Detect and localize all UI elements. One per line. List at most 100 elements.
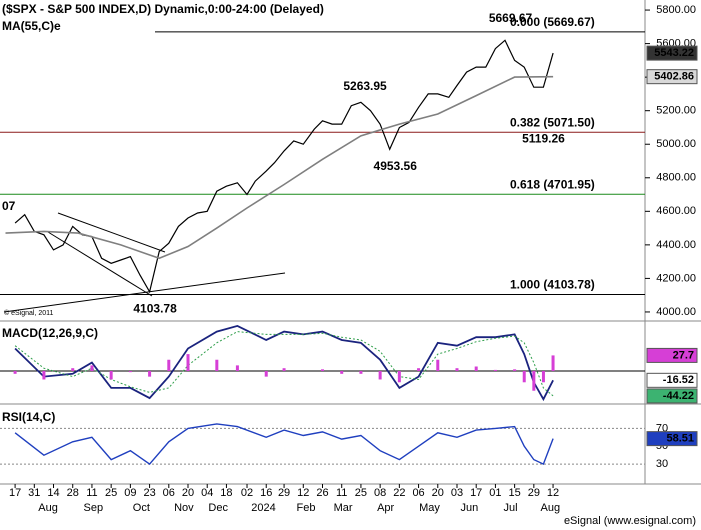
y-tick-label: 4400.00: [656, 239, 696, 251]
histogram-bar: [417, 368, 421, 372]
histogram-bar: [71, 368, 75, 372]
month-label: 2024: [251, 502, 275, 514]
x-tick-label: 17: [9, 487, 21, 499]
annotation: 5119.26: [522, 131, 565, 145]
histogram-bar: [186, 354, 190, 372]
x-tick-label: 02: [241, 487, 253, 499]
y-tick-label: 5000.00: [656, 138, 696, 150]
month-label: May: [419, 502, 440, 514]
month-label: Aug: [541, 502, 561, 514]
x-tick-label: 16: [260, 487, 272, 499]
x-tick-label: 20: [182, 487, 194, 499]
value-box-label: -44.22: [663, 390, 694, 402]
value-box: [646, 347, 698, 363]
month-label: Feb: [297, 502, 316, 514]
series-legend: MA(55,C)e: [2, 19, 61, 33]
x-tick-label: 15: [509, 487, 521, 499]
edge-label: 07: [2, 199, 16, 213]
x-tick-label: 01: [489, 487, 501, 499]
value-box-label: 5402.86: [654, 71, 694, 83]
value-box-label: -16.52: [663, 374, 694, 386]
histogram-bar: [109, 371, 113, 380]
x-tick-label: 04: [201, 487, 213, 499]
y-tick-label: 30: [656, 458, 668, 470]
x-tick-label: 11: [86, 487, 97, 499]
histogram-bar: [551, 355, 555, 372]
histogram-bar: [436, 359, 440, 372]
value-box: [646, 372, 698, 388]
histogram-bar: [148, 371, 152, 377]
histogram-bar: [513, 369, 517, 372]
histogram-bar: [474, 366, 478, 372]
value-box-label: 27.7: [673, 349, 694, 361]
x-tick-label: 26: [316, 487, 328, 499]
y-tick-label: 4600.00: [656, 205, 696, 217]
y-tick-label: 5800.00: [656, 4, 696, 16]
value-box: [646, 388, 698, 404]
x-tick-label: 09: [124, 487, 136, 499]
fib-label: 0.000 (5669.67): [510, 15, 595, 29]
histogram-bar: [378, 371, 382, 380]
value-box: [646, 431, 698, 447]
x-tick-label: 23: [143, 487, 155, 499]
x-tick-label: 22: [393, 487, 405, 499]
indicator-line: [14, 331, 554, 397]
month-label: Jun: [460, 502, 478, 514]
y-tick-label: 4800.00: [656, 172, 696, 184]
histogram-bar: [522, 371, 526, 383]
histogram-bar: [493, 369, 497, 372]
y-tick-label: 4000.00: [656, 306, 696, 318]
histogram-bar: [90, 365, 94, 372]
month-label: Mar: [334, 502, 353, 514]
histogram-bar: [264, 371, 268, 377]
histogram-bar: [13, 371, 17, 374]
histogram-bar: [215, 359, 219, 372]
month-label: Apr: [377, 502, 394, 514]
value-box: [646, 69, 698, 85]
footer: eSignal (www.esignal.com): [564, 515, 696, 527]
y-tick-label: 4200.00: [656, 272, 696, 284]
x-tick-label: 31: [28, 487, 40, 499]
indicator-line: [14, 423, 554, 466]
x-tick-label: 14: [47, 487, 59, 499]
x-tick-label: 25: [355, 487, 367, 499]
histogram-bar: [455, 368, 459, 372]
histogram-bar: [235, 365, 239, 372]
month-label: Dec: [208, 502, 228, 514]
value-box-label: 5543.22: [654, 47, 694, 59]
trend-line: [57, 212, 166, 253]
value-box-label: 58.51: [666, 433, 694, 445]
annotation: 5669.67: [489, 11, 533, 25]
month-label: Aug: [38, 502, 58, 514]
x-tick-label: 17: [470, 487, 482, 499]
x-tick-label: 20: [432, 487, 444, 499]
annotation: 4953.56: [374, 159, 418, 173]
panel-title: MACD(12,26,9,C): [2, 326, 98, 340]
fib-label: 0.618 (4701.95): [510, 177, 595, 191]
x-tick-label: 29: [278, 487, 290, 499]
histogram-bar: [541, 371, 545, 383]
value-box: [646, 45, 698, 61]
histogram-bar: [128, 371, 132, 373]
x-tick-label: 28: [67, 487, 79, 499]
indicator-line: [14, 324, 554, 402]
x-tick-label: 06: [163, 487, 175, 499]
histogram-bar: [282, 368, 286, 372]
histogram-bar: [321, 369, 324, 372]
annotation: 4103.78: [133, 302, 177, 316]
x-tick-label: 06: [412, 487, 424, 499]
x-tick-label: 03: [451, 487, 463, 499]
price-line: [5, 75, 554, 260]
x-tick-label: 11: [336, 487, 347, 499]
price-line: [14, 39, 554, 294]
annotation: 5263.95: [343, 79, 387, 93]
x-tick-label: 12: [297, 487, 309, 499]
trend-line: [3, 272, 286, 313]
panel-title: RSI(14,C): [2, 410, 55, 424]
histogram-bar: [532, 371, 536, 391]
histogram-bar: [397, 371, 401, 383]
month-label: Oct: [133, 502, 150, 514]
trend-line: [47, 231, 153, 297]
